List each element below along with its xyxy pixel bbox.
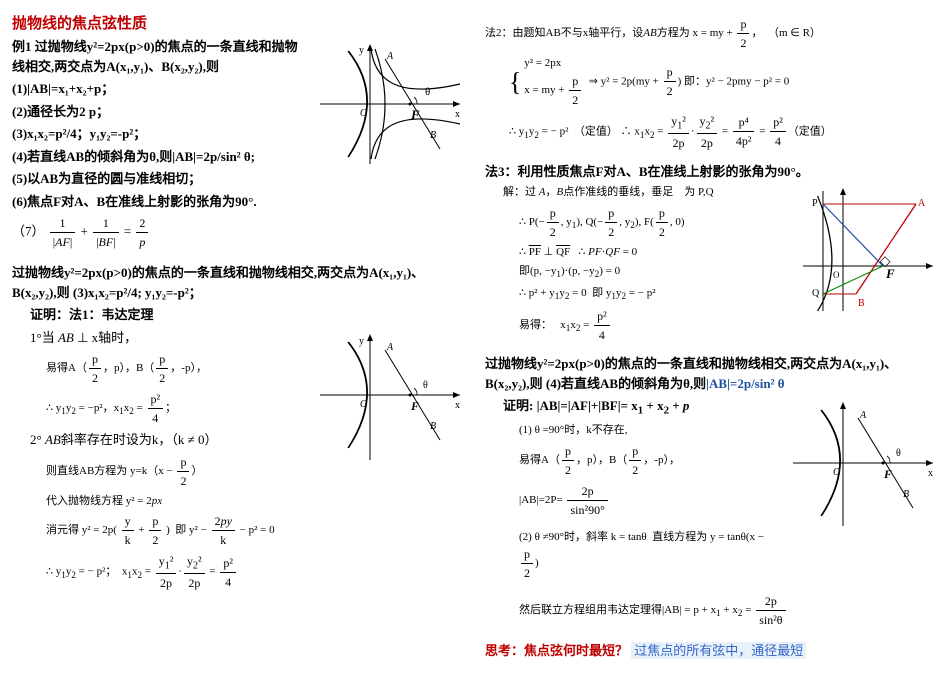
svg-text:A: A: [386, 342, 394, 353]
svg-text:A: A: [918, 198, 926, 209]
think-red: 思考：焦点弦何时最短？: [485, 643, 628, 658]
item7-pre: （7）: [12, 223, 45, 238]
item-7: （7） 1|AF| + 1|BF| = 2p: [12, 214, 465, 251]
proof-title: 证明：法1：韦达定理: [12, 305, 465, 325]
svg-text:B: B: [903, 489, 909, 500]
svg-text:x: x: [455, 400, 460, 411]
method2-a: 法2：由题知AB不与x轴平行，设AB方程为 x = my + p2， （m ∈ …: [485, 15, 938, 52]
svg-text:F: F: [883, 467, 892, 481]
elim-b: ∴ y1y2 = − p²； x1x2 = y1²2p·y2²2p = p²4: [12, 552, 465, 592]
svg-text:F: F: [410, 399, 419, 413]
part2-header-blue: |AB|=2p/sin² θ: [706, 376, 784, 391]
svg-text:B: B: [430, 421, 436, 432]
svg-text:y: y: [359, 45, 364, 56]
item-6: (6)焦点F对A、B在准线上射影的张角为90°.: [12, 192, 465, 212]
svg-text:P: P: [812, 198, 818, 209]
figure-projection: P Q A B F O: [798, 186, 938, 320]
doc-title: 抛物线的焦点弦性质: [12, 12, 465, 33]
method2-c: ∴ y1y2 = − p² （定值） ∴ x1x2 = y1²2p·y2²2p …: [485, 112, 938, 152]
svg-text:A: A: [386, 51, 394, 62]
svg-text:θ: θ: [425, 86, 430, 98]
case-final: 然后联立方程组用韦达定理得|AB| = p + x1 + x2 = 2psin²…: [485, 592, 938, 629]
svg-text:θ: θ: [896, 448, 901, 459]
elim-a: 消元得 y² = 2p( yk + p2 ) 即 y² − 2pyk − p² …: [12, 512, 465, 549]
svg-text:x: x: [928, 468, 933, 479]
case2-c: 代入抛物线方程 y² = 2px: [12, 493, 465, 510]
left-column: 抛物线的焦点弦性质 x y O F θ B A: [12, 12, 465, 664]
figure-parabola-2: x y O F θ B A: [315, 330, 465, 474]
svg-text:F: F: [885, 266, 895, 281]
proof-header: 过抛物线y²=2px(p>0)的焦点的一条直线和抛物线相交,两交点为A(x₁,y…: [12, 263, 465, 302]
svg-text:θ: θ: [423, 380, 428, 391]
think-highlight: 过焦点的所有弦中，通径最短: [631, 642, 806, 659]
svg-text:F: F: [410, 107, 420, 122]
svg-text:y: y: [359, 336, 364, 347]
right-column: 法2：由题知AB不与x轴平行，设AB方程为 x = my + p2， （m ∈ …: [485, 12, 938, 664]
think-line: 思考：焦点弦何时最短？ 过焦点的所有弦中，通径最短: [485, 641, 938, 661]
svg-text:B: B: [430, 130, 436, 141]
part2-header-a: 过抛物线y²=2px(p>0)的焦点的一条直线和抛物线相交,两交点为A(x₁,y…: [485, 356, 897, 391]
method2-system: { y² = 2px x = my + p2 ⇒ y² = 2p(my + p2…: [485, 55, 938, 109]
svg-text:A: A: [859, 410, 867, 421]
figure-parabola-1: x y O F θ B A: [315, 39, 465, 173]
part2-header: 过抛物线y²=2px(p>0)的焦点的一条直线和抛物线相交,两交点为A(x₁,y…: [485, 354, 938, 393]
svg-text:O: O: [833, 270, 840, 280]
svg-text:x: x: [455, 109, 460, 120]
figure-parabola-3: x O F θ B A: [788, 398, 938, 537]
method3-title: 法3：利用性质焦点F对A、B在准线上射影的张角为90°。: [485, 162, 938, 182]
svg-text:B: B: [858, 298, 865, 309]
svg-text:Q: Q: [812, 288, 820, 299]
